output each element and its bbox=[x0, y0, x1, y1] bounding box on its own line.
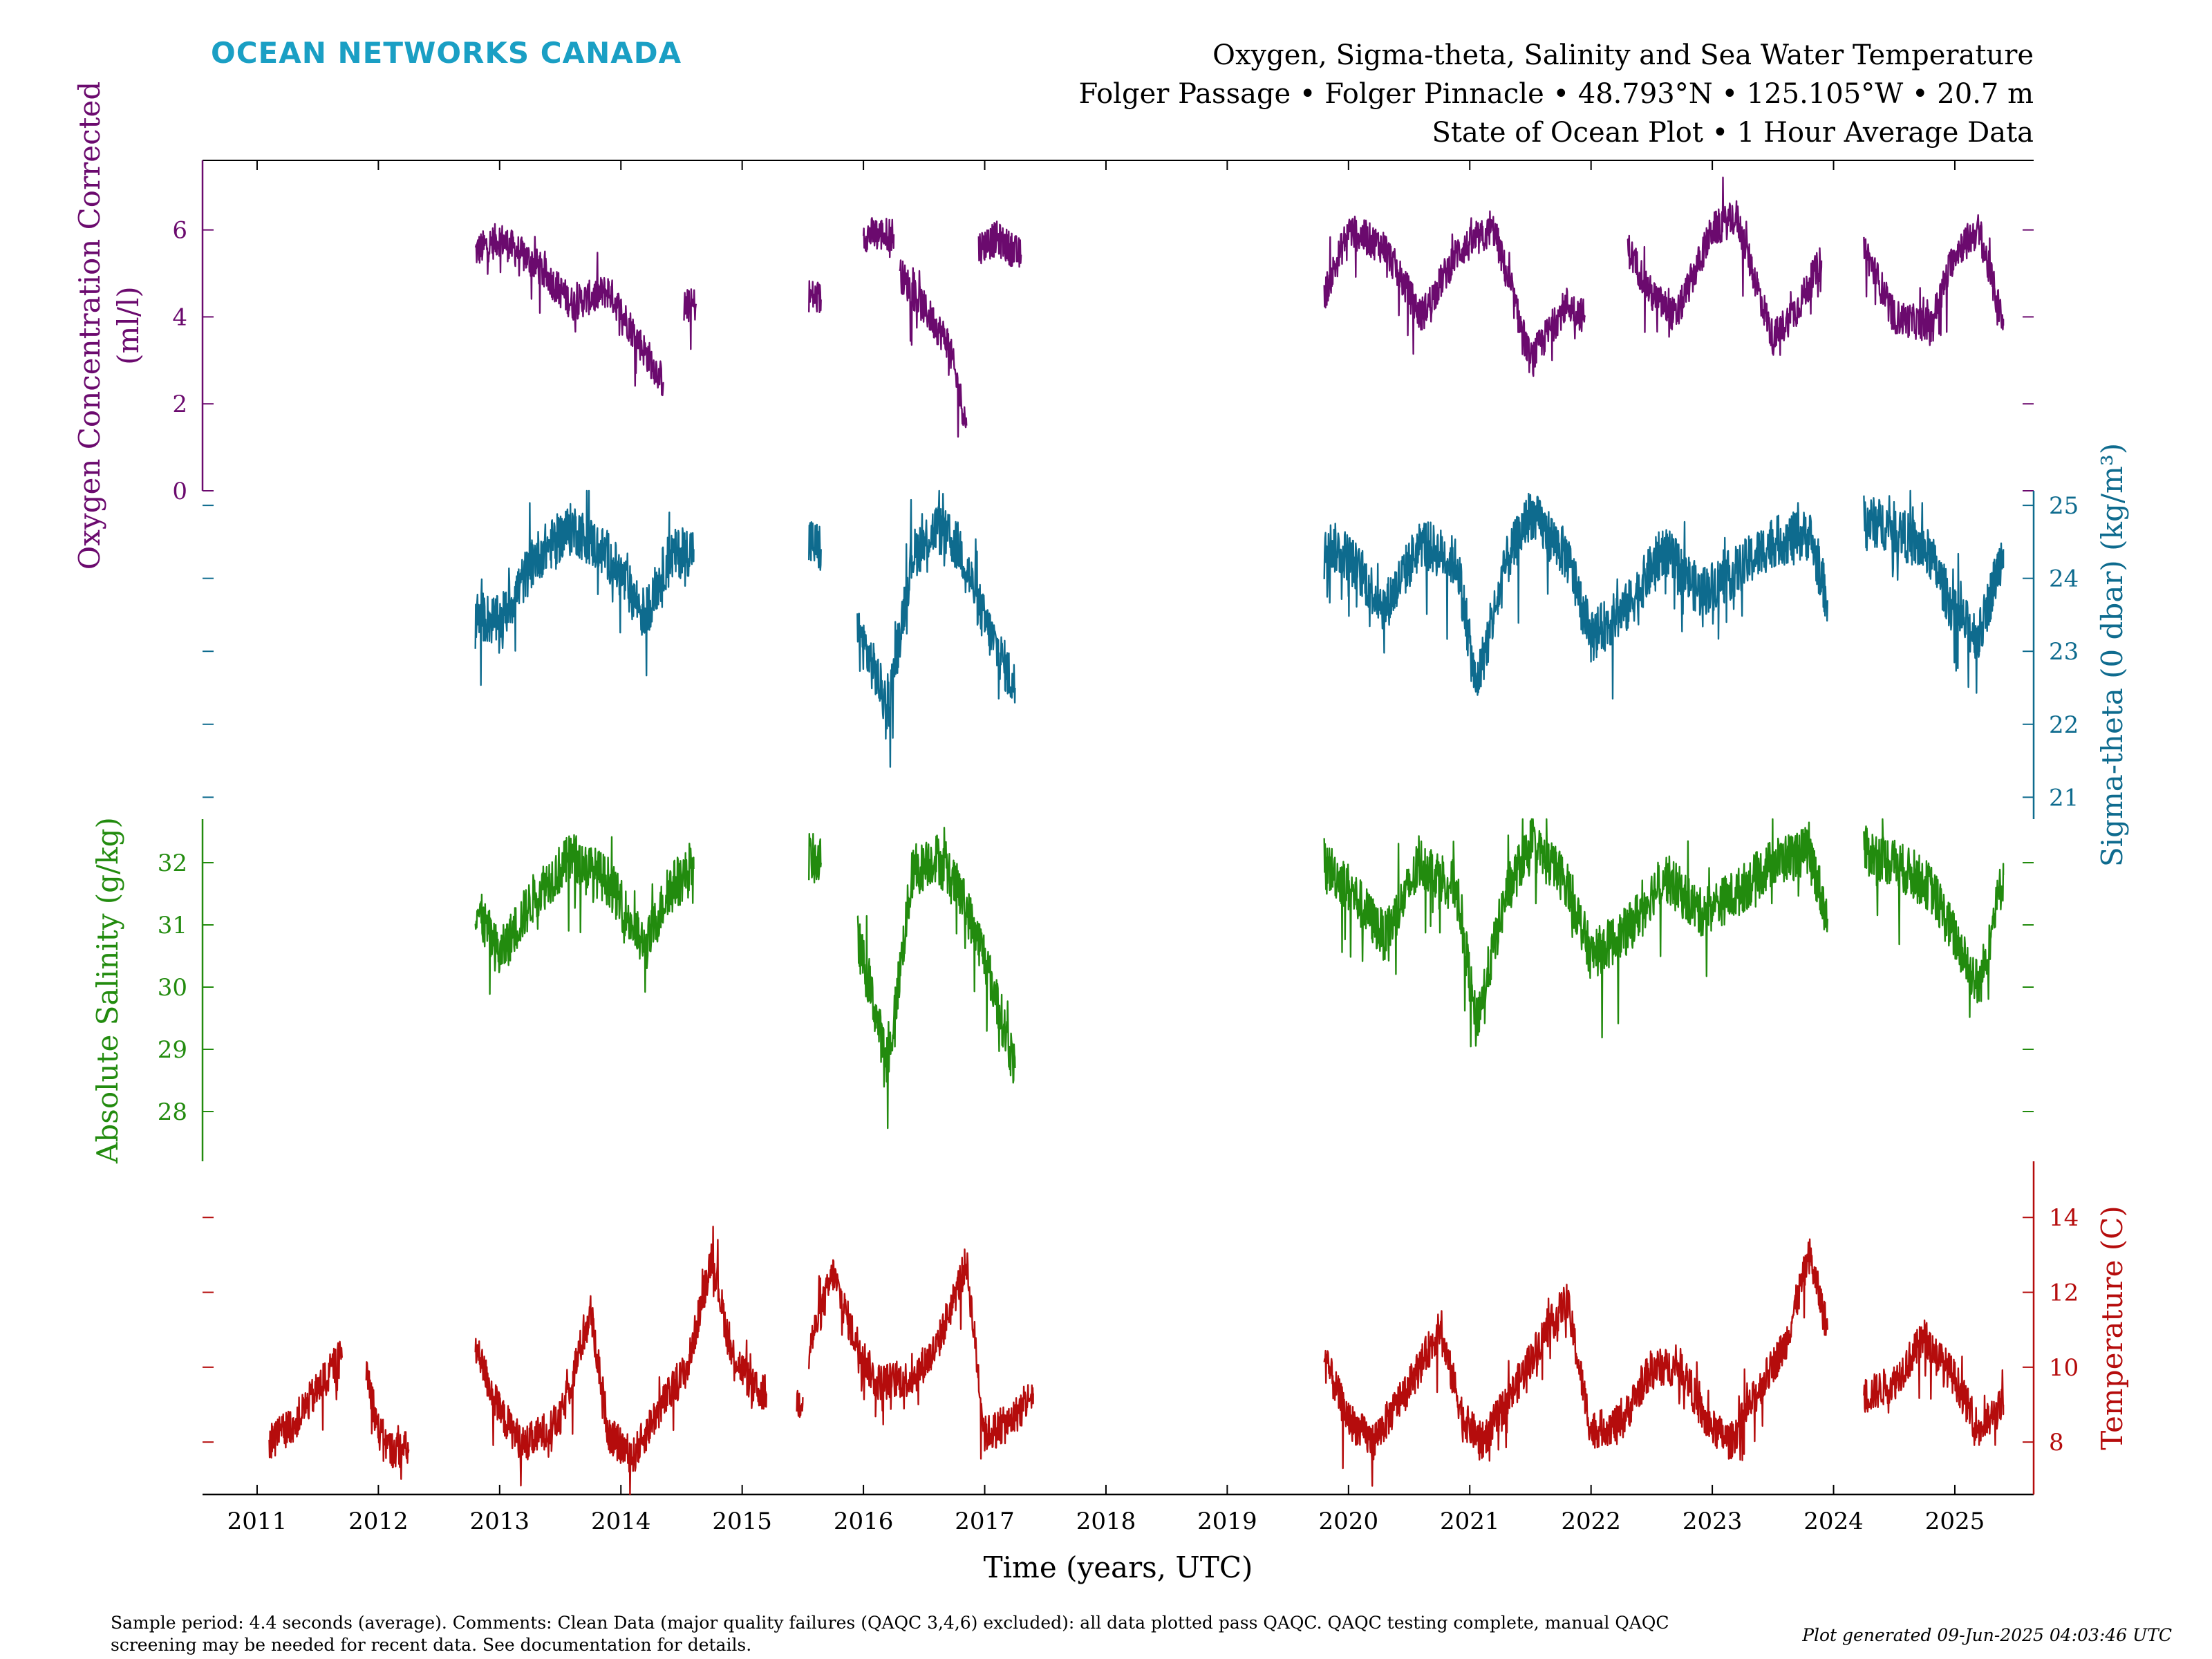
sigma-tick-label-22: 22 bbox=[2049, 711, 2079, 739]
oxygen-series-segment-2 bbox=[808, 280, 822, 313]
oxygen-tick-label-4: 4 bbox=[172, 303, 187, 331]
brand-logo-text: OCEAN NETWORKS CANADA bbox=[211, 36, 682, 70]
temperature-tick-label-8: 8 bbox=[2049, 1429, 2064, 1456]
temperature-series-segment-4 bbox=[808, 1248, 1034, 1460]
oxygen-series-segment-8 bbox=[1863, 214, 2005, 346]
x-tick-label-2014: 2014 bbox=[591, 1508, 651, 1535]
sigma-series-segment-4 bbox=[1863, 489, 2005, 694]
temperature-tick-label-14: 14 bbox=[2049, 1204, 2079, 1232]
x-tick-label-2022: 2022 bbox=[1561, 1508, 1621, 1535]
x-tick-label-2017: 2017 bbox=[955, 1508, 1015, 1535]
salinity-tick-label-30: 30 bbox=[158, 974, 187, 1002]
oxygen-series-segment-0 bbox=[474, 223, 664, 397]
x-axis-label: Time (years, UTC) bbox=[984, 1550, 1253, 1584]
sigma-tick-label-23: 23 bbox=[2049, 638, 2079, 666]
chart-title: Oxygen, Sigma-theta, Salinity and Sea Wa… bbox=[1212, 39, 2034, 71]
sigma-tick-label-21: 21 bbox=[2049, 784, 2079, 812]
x-tick-label-2025: 2025 bbox=[1925, 1508, 1985, 1535]
chart-subtitle-location: Folger Passage • Folger Pinnacle • 48.79… bbox=[1078, 78, 2034, 110]
oxygen-axis-label: Oxygen Concentration Corrected (ml/l) bbox=[73, 82, 145, 570]
sigma-tick-label-25: 25 bbox=[2049, 492, 2079, 520]
oxygen-tick-label-6: 6 bbox=[172, 217, 187, 245]
temperature-series-segment-3 bbox=[796, 1389, 804, 1418]
oxygen-tick-label-2: 2 bbox=[172, 391, 187, 418]
temperature-series-segment-2 bbox=[474, 1226, 767, 1496]
salinity-tick-label-31: 31 bbox=[158, 912, 187, 939]
x-tick-label-2013: 2013 bbox=[470, 1508, 530, 1535]
salinity-series-segment-4 bbox=[1863, 818, 2005, 1018]
x-tick-label-2016: 2016 bbox=[834, 1508, 894, 1535]
sigma-tick-label-24: 24 bbox=[2049, 565, 2079, 593]
sigma-axis-label: Sigma-theta (0 dbar) (kg/m³) bbox=[2095, 443, 2129, 867]
x-tick-label-2019: 2019 bbox=[1197, 1508, 1257, 1535]
temperature-tick-label-12: 12 bbox=[2049, 1280, 2079, 1307]
temperature-series-segment-6 bbox=[1863, 1319, 2005, 1446]
oxygen-tick-label-0: 0 bbox=[172, 478, 187, 505]
temperature-tick-label-10: 10 bbox=[2049, 1354, 2079, 1382]
salinity-axis-label: Absolute Salinity (g/kg) bbox=[91, 817, 124, 1164]
sigma-series-segment-2 bbox=[856, 489, 1016, 768]
x-tick-label-2021: 2021 bbox=[1440, 1508, 1500, 1535]
oxygen-series-segment-1 bbox=[683, 288, 697, 350]
oxygen-series-segment-6 bbox=[1323, 210, 1586, 377]
salinity-tick-label-32: 32 bbox=[158, 850, 187, 877]
chart-subtitle-type: State of Ocean Plot • 1 Hour Average Dat… bbox=[1432, 117, 2034, 149]
oxygen-series-segment-7 bbox=[1627, 176, 1823, 356]
temperature-series-segment-5 bbox=[1323, 1238, 1828, 1487]
salinity-series-segment-3 bbox=[1323, 818, 1828, 1048]
x-tick-label-2015: 2015 bbox=[712, 1508, 772, 1535]
x-tick-label-2024: 2024 bbox=[1803, 1508, 1864, 1535]
sigma-series-segment-0 bbox=[474, 489, 695, 686]
sigma-series-segment-1 bbox=[808, 521, 822, 571]
x-tick-label-2018: 2018 bbox=[1076, 1508, 1136, 1535]
oxygen-series-segment-3 bbox=[862, 217, 895, 259]
salinity-tick-label-29: 29 bbox=[158, 1036, 187, 1064]
footer-comment: Sample period: 4.4 seconds (average). Co… bbox=[111, 1613, 1669, 1655]
x-tick-label-2012: 2012 bbox=[348, 1508, 409, 1535]
temperature-series-segment-1 bbox=[365, 1361, 410, 1480]
chart-title-block: Oxygen, Sigma-theta, Salinity and Sea Wa… bbox=[1079, 36, 2034, 152]
x-tick-label-2011: 2011 bbox=[227, 1508, 288, 1535]
salinity-tick-label-28: 28 bbox=[158, 1098, 187, 1126]
x-tick-label-2020: 2020 bbox=[1319, 1508, 1379, 1535]
x-tick-label-2023: 2023 bbox=[1683, 1508, 1743, 1535]
salinity-series-segment-2 bbox=[856, 827, 1016, 1130]
oxygen-series-segment-4 bbox=[899, 259, 968, 438]
temperature-series-segment-0 bbox=[268, 1340, 343, 1459]
salinity-series-segment-1 bbox=[807, 832, 822, 884]
sigma-series-segment-3 bbox=[1323, 492, 1828, 700]
footer-generated-timestamp: Plot generated 09-Jun-2025 04:03:46 UTC bbox=[1802, 1625, 2172, 1645]
salinity-series-segment-0 bbox=[474, 834, 695, 995]
oxygen-series-segment-5 bbox=[977, 221, 1022, 268]
temperature-axis-label: Temperature (C) bbox=[2095, 1206, 2129, 1450]
